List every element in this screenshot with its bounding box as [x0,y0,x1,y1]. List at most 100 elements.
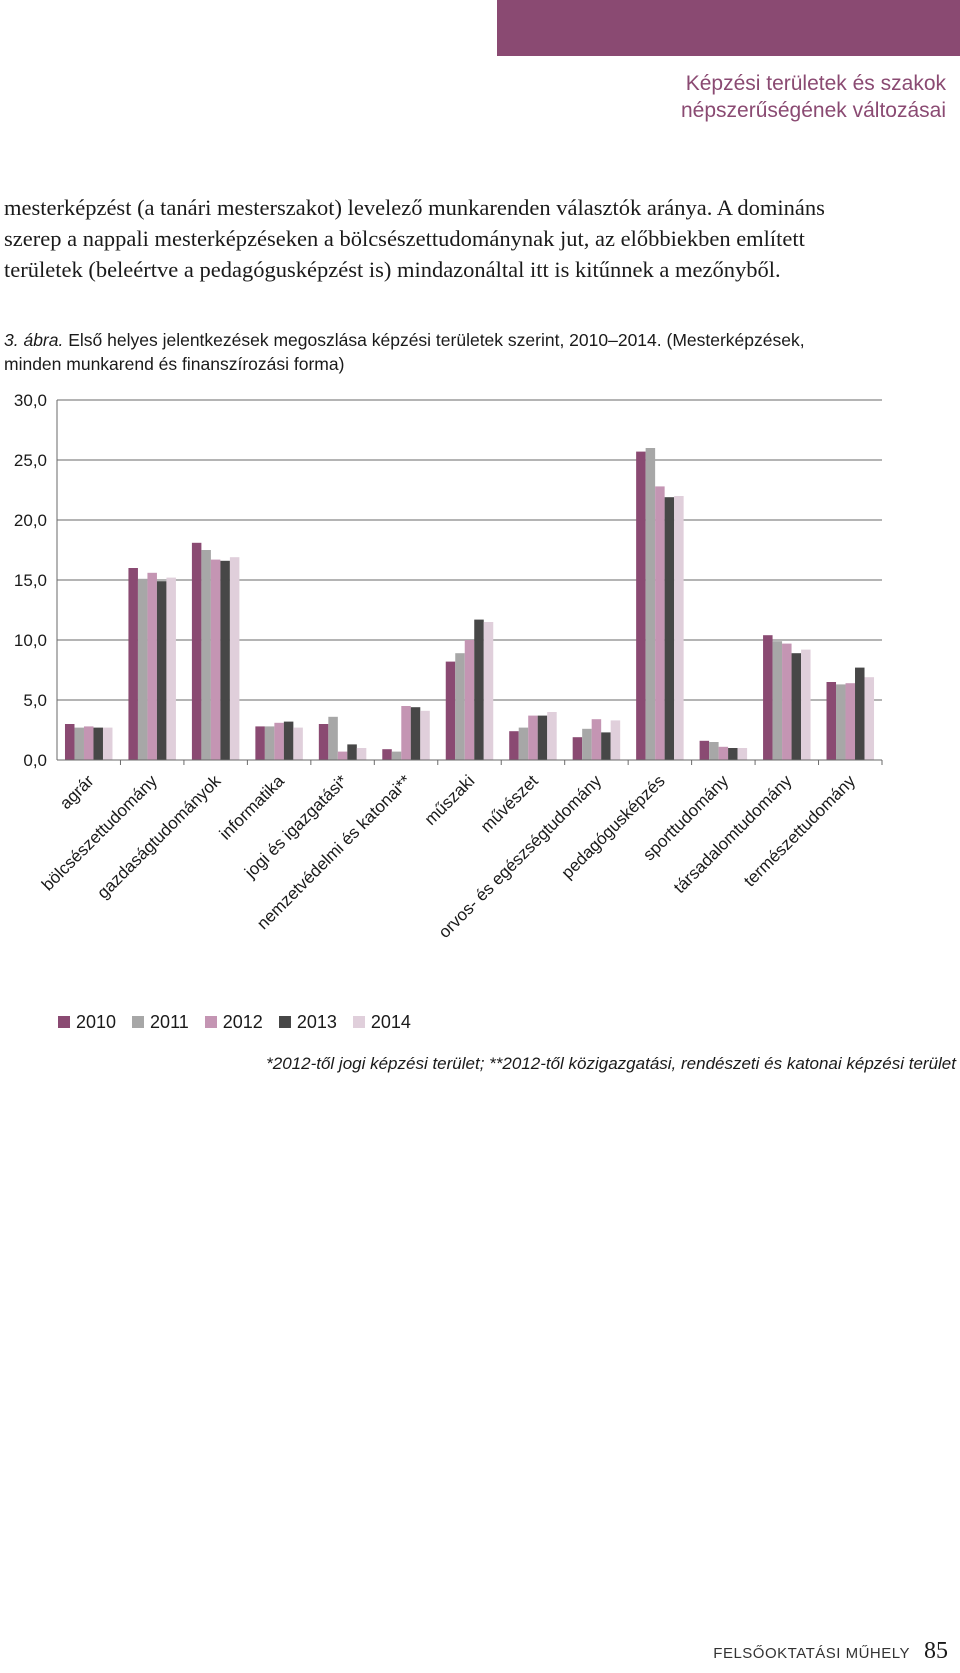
bar-2012 [845,683,856,760]
bar-2010 [382,749,392,760]
bar-2013 [220,560,230,760]
caption-text-2: minden munkarend és finanszírozási forma… [4,354,345,374]
bar-2012 [464,640,475,760]
bar-2013 [601,732,611,760]
y-tick-label: 15,0 [14,571,47,590]
bar-2011 [201,550,211,760]
bar-2013 [474,619,484,760]
legend-swatch [132,1016,145,1028]
bar-2012 [782,643,792,760]
figure-caption: 3. ábra. Első helyes jelentkezések megos… [4,328,956,376]
x-category-label: bölcsészettudomány [38,771,161,894]
bar-2011 [772,641,783,760]
running-title: Képzési területek és szakok népszerűségé… [681,70,946,124]
bar-2010 [318,724,329,760]
bar-2010 [826,682,837,760]
bar-2012 [591,719,602,760]
bar-2014 [610,720,621,760]
x-category-label: agrár [56,771,98,813]
figure-footnote: *2012-től jogi képzési terület; **2012-t… [266,1054,956,1073]
y-tick-label: 5,0 [23,691,47,710]
bar-2013 [93,727,103,760]
bar-2011 [328,716,338,760]
x-category-label: művészet [477,771,542,836]
bar-2012 [147,572,157,760]
y-tick-label: 0,0 [23,751,47,770]
bar-2014 [674,496,684,760]
bar-2010 [255,726,265,760]
body-line-1: mesterképzést (a tanári mesterszakot) le… [4,195,825,220]
bar-2012 [337,751,348,760]
caption-text-1: Első helyes jelentkezések megoszlása kép… [68,330,805,350]
bar-2014 [229,557,240,760]
bar-2011 [391,751,402,760]
legend-swatch [204,1016,217,1028]
legend-swatch [352,1016,365,1028]
bar-2014 [420,710,430,760]
page-footer: FELSŐOKTATÁSI MŰHELY 85 [713,1638,948,1665]
body-line-2: szerep a nappali mesterképzéseken a bölc… [4,226,805,251]
bar-2014 [293,727,303,760]
body-line-3: területek (beleértve a pedagógusképzést … [4,257,781,282]
legend-item: 2013 [278,1011,337,1033]
x-category-label: gazdaságtudományok [93,771,224,902]
bar-2011 [645,448,656,760]
bar-2014 [102,727,113,760]
legend-label: 2010 [76,1012,117,1032]
x-category-label: társadalomtudomány [670,771,796,897]
bar-2010 [699,740,710,760]
bar-2011 [74,727,84,760]
bar-2011 [582,728,592,760]
body-paragraph: mesterképzést (a tanári mesterszakot) le… [4,192,954,285]
bar-2010 [128,568,138,760]
legend-label: 2014 [370,1012,411,1032]
bar-2011 [137,578,148,760]
y-tick-label: 30,0 [14,391,47,410]
y-tick-label: 25,0 [14,451,47,470]
figure-number: 3. ábra. [4,330,64,350]
bar-2014 [801,649,811,760]
bar-chart: 0,0 5,0 10,0 15,0 20,0 25,0 30,0 agrárbölcsésze… [14,391,883,942]
bar-2012 [210,559,221,760]
bar-2010 [191,542,202,760]
bar-2013 [791,653,802,760]
bar-2010 [445,661,456,760]
bar-2010 [509,731,519,760]
bar-2013 [156,581,167,760]
bar-2013 [855,667,865,760]
bar-2013 [410,707,421,760]
bar-2014 [356,748,367,760]
x-category-label: műszaki [421,771,479,829]
bar-2010 [636,451,646,760]
legend-swatch [58,1016,70,1028]
bar-2013 [537,715,548,760]
chart-legend: 2010 2011 2012 2013 2014 [58,1011,411,1033]
y-tick-label: 20,0 [14,511,47,530]
bar-2010 [763,635,773,760]
bar-2012 [401,706,411,760]
bar-2012 [528,715,538,760]
bar-2013 [664,497,675,760]
y-tick-label: 10,0 [14,631,47,650]
legend-item: 2011 [132,1011,189,1033]
running-title-line-2: népszerűségének változásai [680,99,946,122]
bar-2014 [547,712,557,760]
header-color-bar [497,0,960,56]
legend-item: 2014 [352,1011,411,1033]
bar-2014 [864,677,875,760]
bar-2014 [166,577,176,760]
bar-2011 [836,684,846,760]
bar-2011 [455,653,465,760]
legend-label: 2011 [150,1012,189,1032]
bar-2013 [728,748,738,760]
bar-2011 [709,742,719,760]
page-number: 85 [924,1638,948,1664]
legend-label: 2013 [296,1012,337,1032]
bar-2013 [283,721,294,760]
legend-item: 2010 [58,1011,116,1033]
bar-2012 [274,722,284,760]
x-category-label: természettudomány [740,771,859,890]
bar-2010 [64,724,75,760]
legend-item: 2012 [204,1011,263,1033]
running-title-line-1: Képzési területek és szakok [685,72,946,95]
